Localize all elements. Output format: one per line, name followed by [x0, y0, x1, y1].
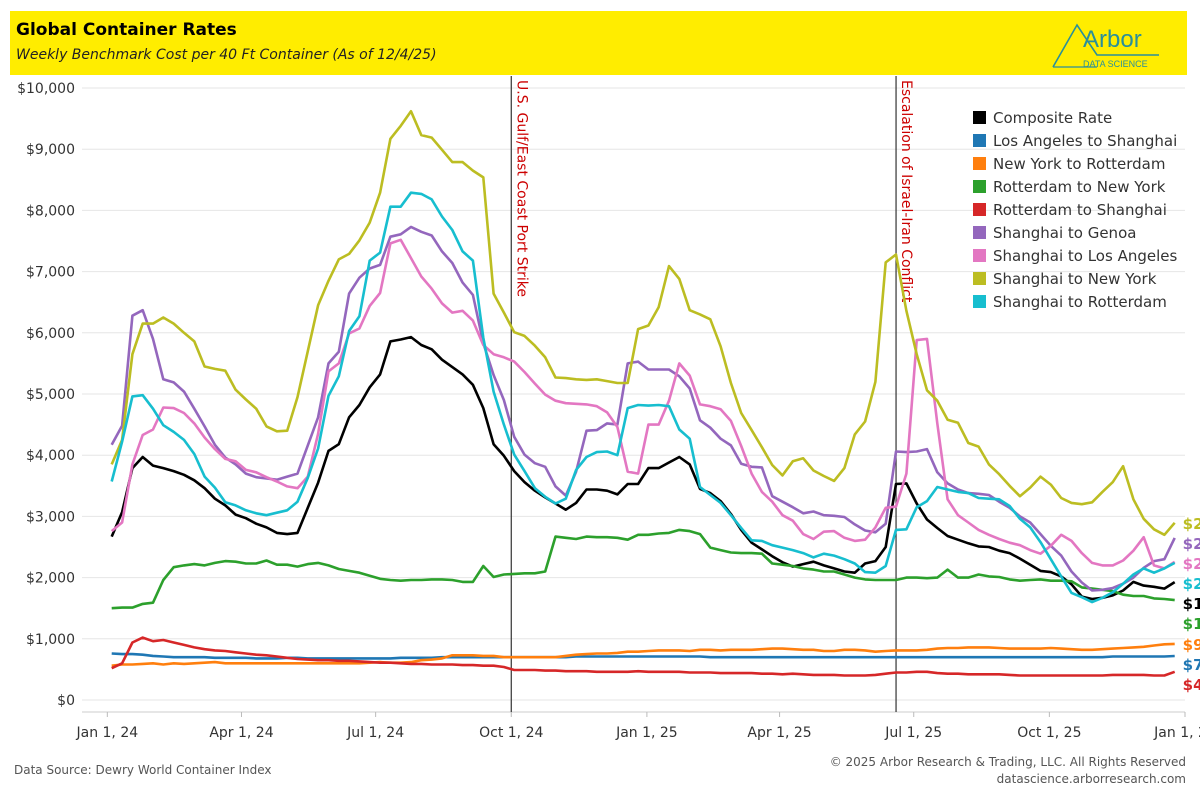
end-label-layer: $2,895 $2,648 $2,256 $2,241 $1,927 $1,632 $916… — [1183, 515, 1200, 694]
legend-swatch — [973, 157, 986, 170]
legend-label: Shanghai to Rotterdam — [993, 293, 1167, 311]
legend-label: Composite Rate — [993, 109, 1112, 127]
website-url: datascience.arborresearch.com — [996, 772, 1186, 786]
series-line-new-york-to-rotterdam — [111, 642, 1175, 667]
logo-subtext: DATA SCIENCE — [1083, 59, 1148, 69]
legend-label: Los Angeles to Shanghai — [993, 132, 1177, 150]
legend-swatch — [973, 249, 986, 262]
legend-swatch — [973, 226, 986, 239]
x-tick-label: Jul 1, 24 — [346, 725, 404, 741]
x-tick-label: Apr 1, 25 — [747, 725, 811, 741]
y-tick-label: $9,000 — [26, 142, 75, 158]
y-tick-label: $10,000 — [17, 81, 75, 97]
y-tick-label: $7,000 — [26, 265, 75, 281]
legend: Composite Rate Los Angeles to Shanghai New… — [973, 109, 1177, 311]
y-tick-label: $1,000 — [26, 632, 75, 648]
y-tick-label: $6,000 — [26, 326, 75, 342]
end-label: $2,895 — [1183, 515, 1200, 533]
legend-swatch — [973, 111, 986, 124]
series-layer — [110, 110, 1176, 677]
legend-label: Shanghai to New York — [993, 270, 1157, 288]
y-tick-label: $5,000 — [26, 387, 75, 403]
legend-swatch — [973, 295, 986, 308]
y-tick-label: $2,000 — [26, 571, 75, 587]
end-label: $460 — [1183, 676, 1200, 694]
x-tick-label: Jan 1, 24 — [75, 725, 138, 741]
y-tick-label: $4,000 — [26, 448, 75, 464]
series-line-shanghai-to-new-york — [110, 110, 1176, 537]
x-tick-label: Oct 1, 25 — [1017, 725, 1081, 741]
legend-label: Rotterdam to Shanghai — [993, 201, 1167, 219]
x-tick-label: Jan 1, 25 — [615, 725, 678, 741]
legend-swatch — [973, 134, 986, 147]
legend-label: New York to Rotterdam — [993, 155, 1165, 173]
data-source: Data Source: Dewry World Container Index — [14, 763, 272, 777]
legend-swatch — [973, 180, 986, 193]
end-label: $1,927 — [1183, 595, 1200, 613]
series-line-shanghai-to-genoa — [110, 225, 1176, 592]
annotation-layer: U.S. Gulf/East Coast Port Strike Escalati… — [510, 76, 914, 712]
x-tick-label: Jul 1, 25 — [884, 725, 942, 741]
legend-label: Shanghai to Los Angeles — [993, 247, 1177, 265]
series-line-shanghai-to-rotterdam — [110, 191, 1176, 604]
x-tick-label: Oct 1, 24 — [479, 725, 543, 741]
logo-text: Arbor — [1083, 26, 1142, 53]
chart-subtitle: Weekly Benchmark Cost per 40 Ft Containe… — [16, 47, 437, 63]
end-label: $719 — [1183, 656, 1200, 674]
series-line-rotterdam-to-new-york — [111, 528, 1175, 610]
chart-header: Global Container Rates Weekly Benchmark … — [10, 11, 1187, 75]
end-label: $2,256 — [1183, 555, 1200, 573]
end-label: $1,632 — [1183, 615, 1200, 633]
legend-label: Shanghai to Genoa — [993, 224, 1136, 242]
y-tick-label: $8,000 — [26, 203, 75, 219]
annotation-label: Escalation of Israel-Iran Conflict — [898, 80, 914, 303]
annotation-label: U.S. Gulf/East Coast Port Strike — [513, 80, 529, 297]
x-tick-label: Jan 1, 26 — [1153, 725, 1200, 741]
series-line-composite-rate — [110, 335, 1176, 601]
arbor-logo: Arbor DATA SCIENCE — [1052, 23, 1159, 69]
legend-swatch — [973, 272, 986, 285]
series-line-rotterdam-to-shanghai — [111, 636, 1176, 677]
end-label: $916 — [1183, 636, 1200, 654]
end-label: $2,241 — [1183, 575, 1200, 593]
chart-title: Global Container Rates — [16, 20, 237, 40]
grid-layer — [82, 87, 1185, 701]
legend-swatch — [973, 203, 986, 216]
axis-layer: $0 $1,000 $2,000 $3,000 $4,000 $5,000 $6,000 $7… — [17, 81, 1200, 741]
y-tick-label: $0 — [57, 693, 75, 709]
copyright: © 2025 Arbor Research & Trading, LLC. Al… — [829, 755, 1186, 769]
y-tick-label: $3,000 — [26, 509, 75, 525]
end-label: $2,648 — [1183, 535, 1200, 553]
legend-label: Rotterdam to New York — [993, 178, 1166, 196]
series-line-shanghai-to-los-angeles — [110, 238, 1176, 570]
x-tick-label: Apr 1, 24 — [209, 725, 273, 741]
